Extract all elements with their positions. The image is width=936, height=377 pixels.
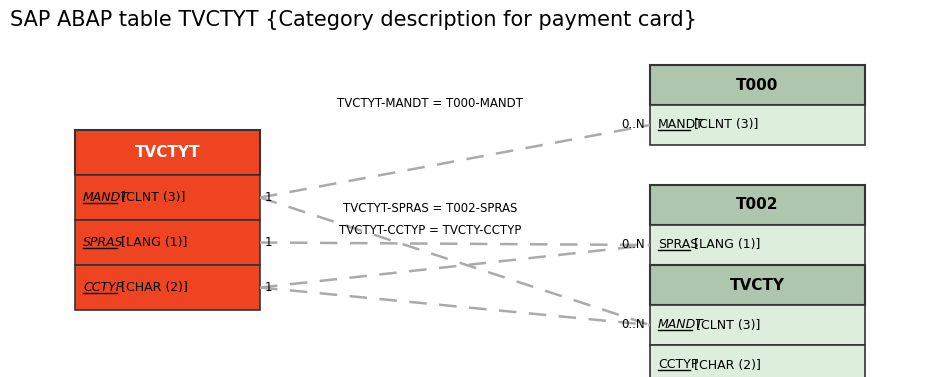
Bar bbox=[75, 220, 259, 265]
Bar bbox=[650, 305, 864, 345]
Text: T000: T000 bbox=[736, 78, 778, 92]
Text: T002: T002 bbox=[736, 198, 778, 213]
Bar bbox=[75, 130, 259, 175]
Text: [CLNT (3)]: [CLNT (3)] bbox=[117, 191, 185, 204]
Text: SPRAS: SPRAS bbox=[83, 236, 124, 249]
Text: TVCTY: TVCTY bbox=[729, 277, 784, 293]
Bar bbox=[75, 265, 259, 310]
Text: 0..N: 0..N bbox=[621, 239, 644, 251]
Text: [CLNT (3)]: [CLNT (3)] bbox=[690, 118, 758, 132]
Text: 1: 1 bbox=[265, 236, 272, 249]
Text: [LANG (1)]: [LANG (1)] bbox=[690, 239, 760, 251]
Text: SAP ABAP table TVCTYT {Category description for payment card}: SAP ABAP table TVCTYT {Category descript… bbox=[10, 10, 696, 30]
Text: TVCTYT: TVCTYT bbox=[135, 145, 200, 160]
Text: SPRAS: SPRAS bbox=[657, 239, 697, 251]
Text: [CHAR (2)]: [CHAR (2)] bbox=[117, 281, 188, 294]
Text: MANDT: MANDT bbox=[657, 118, 703, 132]
Text: [CHAR (2)]: [CHAR (2)] bbox=[690, 359, 761, 371]
Text: MANDT: MANDT bbox=[83, 191, 129, 204]
Bar bbox=[650, 345, 864, 377]
Text: 1: 1 bbox=[265, 191, 272, 204]
Text: 0..N: 0..N bbox=[621, 319, 644, 331]
Text: TVCTYT-CCTYP = TVCTY-CCTYP: TVCTYT-CCTYP = TVCTY-CCTYP bbox=[339, 224, 520, 237]
Bar bbox=[650, 265, 864, 305]
Text: TVCTYT-MANDT = T000-MANDT: TVCTYT-MANDT = T000-MANDT bbox=[337, 97, 522, 110]
Text: CCTYP: CCTYP bbox=[657, 359, 697, 371]
Bar bbox=[650, 225, 864, 265]
Bar bbox=[650, 185, 864, 225]
Text: CCTYP: CCTYP bbox=[83, 281, 124, 294]
Text: MANDT: MANDT bbox=[657, 319, 703, 331]
Bar bbox=[650, 65, 864, 105]
Text: [LANG (1)]: [LANG (1)] bbox=[117, 236, 187, 249]
Text: TVCTYT-SPRAS = T002-SPRAS: TVCTYT-SPRAS = T002-SPRAS bbox=[343, 202, 517, 215]
Bar bbox=[75, 175, 259, 220]
Text: 1: 1 bbox=[265, 281, 272, 294]
Text: 0..N: 0..N bbox=[621, 118, 644, 132]
Text: [CLNT (3)]: [CLNT (3)] bbox=[692, 319, 759, 331]
Bar bbox=[650, 105, 864, 145]
